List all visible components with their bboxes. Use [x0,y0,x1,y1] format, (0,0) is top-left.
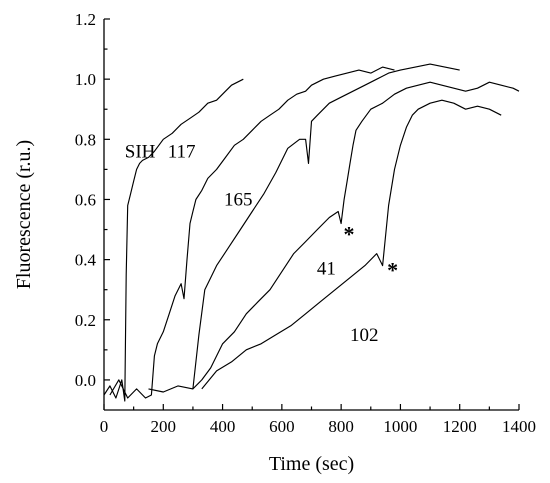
series-line-165 [148,63,460,393]
series-label-41: 41 [317,259,336,280]
axes [103,19,519,411]
x-tick-label: 400 [210,417,236,436]
y-tick-label: 0.4 [75,251,97,270]
y-tick-label: 1.2 [75,10,96,29]
series-line-41 [192,81,520,390]
series-label-117: 117 [168,141,196,162]
x-tick-label: 1000 [383,417,417,436]
series-label-sih: SIH [125,141,156,162]
series-label-102: 102 [350,325,379,346]
asterisk-annotation: * [344,222,355,247]
y-tick-label: 1.0 [75,70,96,89]
series-label-165: 165 [224,189,253,210]
x-tick-label: 0 [100,417,109,436]
series-line-117 [109,66,395,399]
y-tick-label: 0.8 [75,130,96,149]
series-group [103,63,520,402]
annotations: SIH 117 165 41 102 * * [125,141,398,345]
x-tick-label: 600 [269,417,295,436]
x-tick-label: 800 [328,417,354,436]
ticks: 0.0 0.2 0.4 0.6 0.8 1.0 1.2 0 200 400 600 800 1000 12… [75,10,536,436]
x-tick-label: 200 [151,417,177,436]
y-axis-label: Fluorescence (r.u.) [13,140,35,289]
y-tick-label: 0.0 [75,371,96,390]
y-tick-label: 0.2 [75,311,96,330]
y-tick-label: 0.6 [75,190,96,209]
asterisk-annotation: * [387,258,398,283]
series-line-102 [201,99,502,390]
series-line-sih [103,78,244,402]
x-axis-label: Time (sec) [269,453,354,475]
x-tick-label: 1400 [502,417,536,436]
x-tick-label: 1200 [443,417,477,436]
